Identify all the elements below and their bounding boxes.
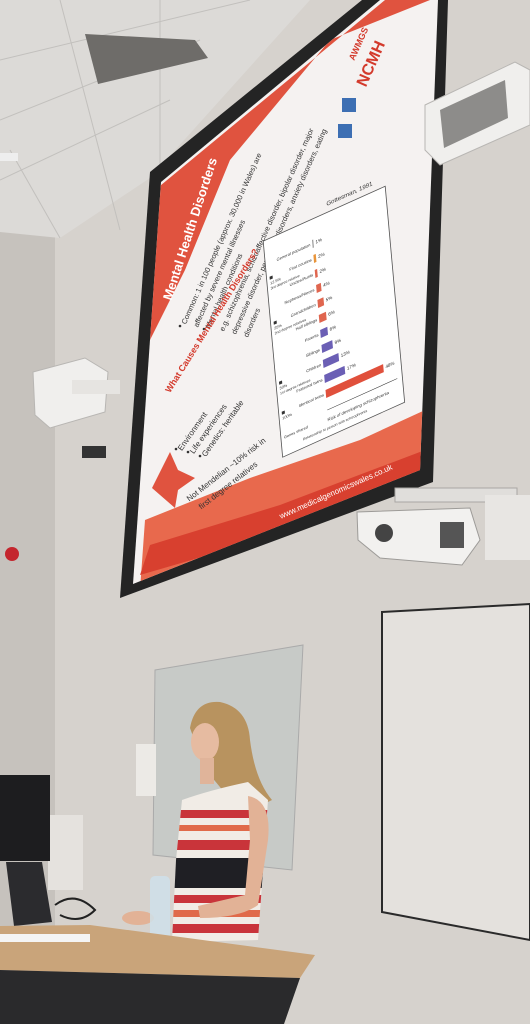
bar-value: 5% (326, 295, 334, 304)
slide-footer-stripe (140, 450, 425, 575)
water-bottle (150, 876, 170, 942)
slide-header-band (150, 0, 430, 340)
chart-box (262, 185, 406, 458)
camera (82, 446, 106, 458)
bar (313, 253, 317, 263)
bar-value: 2% (319, 266, 327, 275)
bar-value: 17% (347, 362, 357, 372)
fire-alarm (5, 547, 19, 561)
paper (0, 934, 90, 942)
group-swatch (269, 275, 273, 280)
group-swatch (281, 410, 285, 415)
face (191, 723, 219, 761)
door-sign (48, 815, 83, 890)
x-axis (327, 378, 398, 411)
projector-lens (375, 524, 393, 542)
bar (320, 326, 329, 338)
logo-square (342, 98, 356, 112)
bar-value: 13% (341, 349, 351, 359)
speaker-bracket (72, 380, 120, 394)
bar (318, 311, 327, 323)
neck (200, 758, 214, 784)
bullet-dots (174, 324, 206, 458)
bar-label: Children (306, 362, 322, 374)
bar (325, 364, 384, 398)
slide-decor (140, 0, 430, 584)
bar-value: 4% (323, 280, 331, 289)
bar-value: 2% (318, 251, 326, 260)
bar (321, 340, 333, 353)
bar-value: 6% (328, 309, 336, 318)
wall-box (485, 495, 530, 560)
whiteboard (381, 602, 530, 942)
arm (198, 796, 269, 918)
bar-value: 9% (334, 337, 342, 346)
logo-square (338, 124, 352, 138)
ceiling (0, 0, 310, 238)
cables (54, 897, 97, 920)
lectern (0, 970, 300, 1024)
laptop (6, 862, 52, 926)
bar (322, 352, 340, 368)
notice (136, 744, 156, 796)
group-swatch (273, 320, 277, 325)
bar (317, 297, 325, 308)
hands (122, 911, 154, 925)
group-share: 12.5% (270, 276, 282, 286)
speaker (32, 357, 109, 429)
group-share: 25% (274, 322, 282, 330)
bar-label: Parents (304, 332, 318, 343)
bar-label: Siblings (306, 347, 320, 358)
ceiling-light (0, 153, 18, 161)
speaker-grille (440, 80, 508, 148)
bar (314, 268, 318, 278)
bar-value: 6% (329, 324, 337, 333)
bar (316, 282, 322, 293)
slide-arrow (152, 452, 195, 508)
projector-vent (440, 522, 464, 548)
monitor (0, 775, 50, 861)
group-swatch (278, 380, 283, 385)
bar-value: 48% (385, 360, 395, 370)
bar-value: 1% (315, 237, 323, 246)
bar (312, 239, 314, 248)
bar (324, 365, 346, 383)
group-share: 50% (279, 382, 287, 390)
group-share: 100% (282, 411, 293, 420)
ceiling-vent (85, 34, 208, 84)
